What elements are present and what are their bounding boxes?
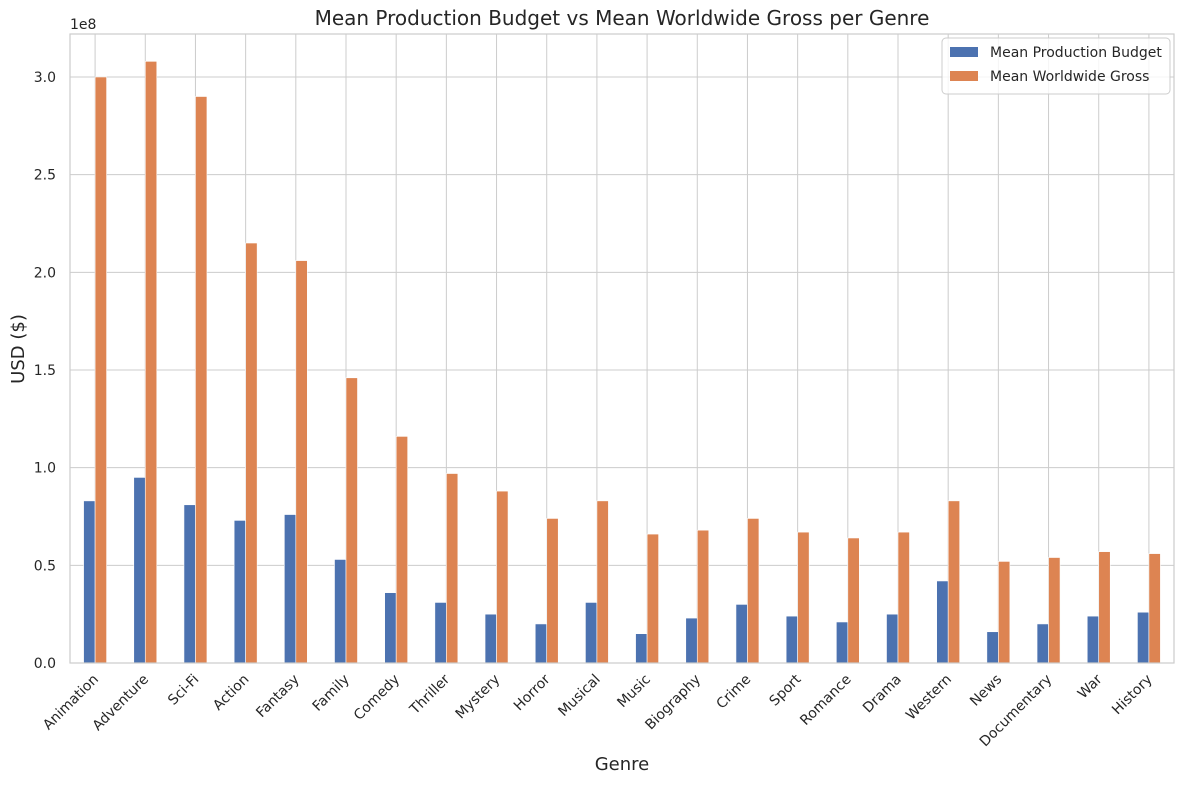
- bar-mean-worldwide-gross-comedy: [395, 436, 408, 664]
- bar-mean-production-budget-romance: [836, 621, 849, 664]
- y-tick-label: 0.5: [34, 558, 56, 574]
- bar-mean-worldwide-gross-thriller: [446, 473, 459, 664]
- bar-mean-production-budget-horror: [534, 623, 548, 664]
- y-tick-label: 1.0: [34, 461, 56, 477]
- bar-mean-worldwide-gross-horror: [546, 518, 559, 664]
- bar-mean-worldwide-gross-animation: [94, 76, 107, 664]
- bar-mean-production-budget-history: [1137, 611, 1150, 664]
- y-tick-label: 2.0: [34, 265, 56, 281]
- bar-mean-production-budget-western: [936, 580, 949, 664]
- bar-mean-production-budget-fantasy: [284, 514, 297, 664]
- bar-mean-production-budget-war: [1086, 615, 1100, 664]
- bar-mean-production-budget-crime: [735, 604, 748, 664]
- chart-title: Mean Production Budget vs Mean Worldwide…: [315, 6, 930, 30]
- bar-mean-production-budget-musical: [585, 602, 598, 664]
- bar-mean-production-budget-drama: [886, 613, 899, 664]
- bar-mean-production-budget-thriller: [434, 602, 447, 664]
- bar-mean-production-budget-action: [233, 520, 246, 664]
- bar-mean-production-budget-family: [334, 559, 347, 664]
- bar-mean-worldwide-gross-drama: [897, 531, 910, 664]
- bar-mean-worldwide-gross-war: [1098, 551, 1111, 664]
- bar-mean-production-budget-sport: [785, 615, 798, 664]
- bar-mean-worldwide-gross-biography: [696, 529, 710, 664]
- bar-mean-worldwide-gross-news: [998, 561, 1011, 664]
- bar-mean-worldwide-gross-sci-fi: [195, 96, 208, 664]
- bar-mean-worldwide-gross-music: [646, 533, 659, 664]
- legend-label-gross: Mean Worldwide Gross: [990, 69, 1149, 85]
- bar-mean-worldwide-gross-adventure: [144, 61, 158, 664]
- legend-swatch-gross: [950, 71, 978, 81]
- y-tick-label: 3.0: [34, 70, 56, 86]
- bar-mean-worldwide-gross-mystery: [496, 490, 509, 664]
- x-axis-label: Genre: [595, 754, 650, 775]
- bar-mean-production-budget-sci-fi: [183, 504, 196, 664]
- bar-mean-worldwide-gross-history: [1148, 553, 1161, 664]
- legend-swatch-budget: [950, 47, 978, 57]
- plot-frame: [69, 33, 1175, 664]
- bar-mean-production-budget-comedy: [384, 592, 397, 664]
- bar-mean-production-budget-biography: [685, 617, 698, 664]
- bar-mean-production-budget-adventure: [133, 477, 146, 664]
- bar-mean-worldwide-gross-fantasy: [295, 260, 308, 664]
- bar-mean-worldwide-gross-western: [947, 500, 960, 664]
- legend-box: [941, 37, 1171, 95]
- bar-mean-worldwide-gross-family: [345, 377, 358, 664]
- y-axis-label: USD ($): [8, 314, 29, 384]
- y-tick-label: 0.0: [34, 656, 56, 672]
- bar-mean-worldwide-gross-documentary: [1048, 557, 1061, 664]
- legend-label-budget: Mean Production Budget: [990, 45, 1162, 61]
- bar-mean-worldwide-gross-romance: [847, 537, 860, 664]
- bar-mean-production-budget-music: [635, 633, 648, 664]
- bar-mean-production-budget-mystery: [484, 613, 497, 664]
- bar-mean-worldwide-gross-crime: [747, 518, 760, 664]
- y-tick-label: 2.5: [34, 168, 56, 184]
- bar-mean-production-budget-animation: [83, 500, 96, 664]
- y-tick-label: 1.5: [34, 363, 56, 379]
- bar-mean-production-budget-news: [986, 631, 999, 664]
- legend: Mean Production Budget Mean Worldwide Gr…: [941, 37, 1171, 95]
- bar-mean-production-budget-documentary: [1036, 623, 1049, 664]
- bar-mean-worldwide-gross-sport: [797, 531, 810, 664]
- y-axis-offset-text: 1e8: [70, 17, 96, 33]
- bar-mean-worldwide-gross-musical: [596, 500, 609, 664]
- bar-mean-worldwide-gross-action: [245, 242, 258, 664]
